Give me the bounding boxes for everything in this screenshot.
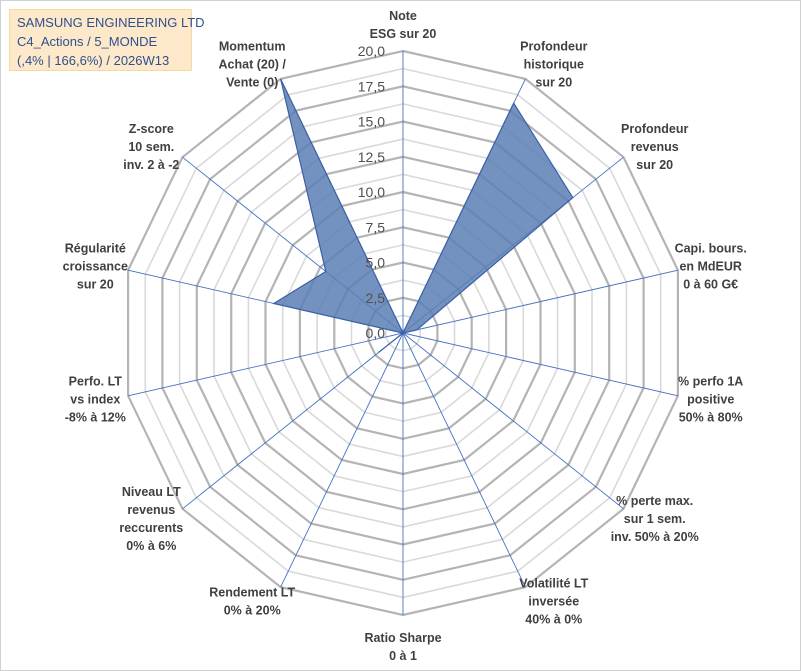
tick-label: 15,0 [358, 114, 385, 130]
tick-label: 20,0 [358, 43, 385, 59]
axis-label: Capi. bours. en MdEUR 0 à 60 G€ [675, 242, 747, 292]
axis-label-line: Vente (0) [226, 76, 278, 90]
series-layer [272, 78, 574, 353]
axis-label-line: revenus [631, 140, 679, 154]
axis-spoke [402, 269, 679, 334]
axis-spoke [402, 332, 624, 510]
axis-label: Niveau LT revenus reccurents 0% à 6% [119, 485, 183, 553]
series-area [272, 78, 574, 353]
axis-label: Régularité croissance sur 20 [63, 242, 128, 292]
title-line-portfolio: C4_Actions / 5_MONDE [17, 34, 158, 49]
axis-label-line: en MdEUR [679, 260, 742, 274]
axis-label-line: Régularité [65, 242, 126, 256]
axis-label-line: revenus [127, 503, 175, 517]
axis-label-line: Z-score [129, 122, 174, 136]
axis-label-line: 0 à 1 [389, 649, 417, 663]
axis-label-line: sur 20 [636, 158, 673, 172]
axis-labels: Note ESG sur 20 Profondeur historique sur 20… [63, 9, 747, 663]
axis-label-line: Achat (20) / [219, 58, 287, 72]
axis-label-line: Capi. bours. [675, 242, 747, 256]
axis-label-line: inversée [528, 595, 579, 609]
axis-label-line: sur 20 [77, 278, 114, 292]
axis-label-line: 50% à 80% [679, 410, 743, 424]
axis-label-line: Note [389, 9, 417, 23]
title-line-period: (,4% | 166,6%) / 2026W13 [17, 53, 170, 68]
axis-label: Profondeur revenus sur 20 [621, 122, 688, 172]
axis-label: % perte max. sur 1 sem. inv. 50% à 20% [611, 494, 699, 544]
axis-label-line: historique [524, 58, 584, 72]
tick-label: 17,5 [358, 78, 385, 94]
axis-label-line: croissance [63, 260, 128, 274]
axis-spoke [127, 332, 404, 397]
axis-label-line: inv. 50% à 20% [611, 530, 699, 544]
tick-label: 7,5 [366, 219, 386, 235]
axis-label: Volatilité LT inversée 40% à 0% [519, 577, 588, 627]
tick-label: 0,0 [366, 325, 386, 341]
axis-label-line: % perfo 1A [678, 374, 743, 388]
axis-label: Note ESG sur 20 [370, 9, 437, 41]
tick-label: 2,5 [366, 290, 386, 306]
axis-label-line: 40% à 0% [525, 613, 582, 627]
axis-label-line: 0% à 6% [126, 539, 176, 553]
axis-label-line: % perte max. [616, 494, 693, 508]
axis-label-line: 0% à 20% [224, 604, 281, 618]
axis-label-line: Profondeur [520, 40, 587, 54]
axis-spoke [182, 332, 404, 510]
axis-label: Rendement LT 0% à 20% [209, 586, 295, 618]
axis-label-line: Niveau LT [122, 485, 181, 499]
tick-labels: 0,0 2,5 5,0 7,5 10,0 12,5 15,0 17,5 20,0 [358, 43, 385, 341]
axis-label: Momentum Achat (20) / Vente (0) [219, 40, 287, 90]
axis-label: Z-score 10 sem. inv. 2 à -2 [123, 122, 179, 172]
axis-label-line: 10 sem. [128, 140, 174, 154]
axis-label-line: positive [687, 392, 734, 406]
axis-label-line: sur 1 sem. [624, 512, 686, 526]
tick-label: 12,5 [358, 149, 385, 165]
axis-label: Ratio Sharpe 0 à 1 [364, 631, 441, 663]
axis-label-line: 0 à 60 G€ [683, 278, 738, 292]
axis-label-line: vs index [70, 392, 120, 406]
title-line-company: SAMSUNG ENGINEERING LTD [17, 15, 205, 30]
axis-label-line: Rendement LT [209, 586, 295, 600]
axis-label: Profondeur historique sur 20 [520, 40, 587, 90]
axis-spoke [402, 332, 526, 588]
axis-label-line: Perfo. LT [69, 374, 123, 388]
axis-label: Perfo. LT vs index -8% à 12% [65, 374, 126, 424]
axis-spoke [280, 332, 404, 588]
axis-label: % perfo 1A positive 50% à 80% [678, 374, 743, 424]
axis-spoke [402, 332, 679, 397]
tick-label: 10,0 [358, 184, 385, 200]
axis-label-line: sur 20 [535, 76, 572, 90]
axis-label-line: reccurents [119, 521, 183, 535]
axis-label-line: Volatilité LT [519, 577, 588, 591]
axis-label-line: Momentum [219, 40, 286, 54]
axis-label-line: -8% à 12% [65, 410, 126, 424]
axis-label-line: inv. 2 à -2 [123, 158, 179, 172]
axis-label-line: Profondeur [621, 122, 688, 136]
chart-title-box: SAMSUNG ENGINEERING LTD C4_Actions / 5_M… [9, 9, 205, 71]
axis-label-line: ESG sur 20 [370, 27, 437, 41]
tick-label: 5,0 [366, 255, 386, 271]
axis-label-line: Ratio Sharpe [364, 631, 441, 645]
